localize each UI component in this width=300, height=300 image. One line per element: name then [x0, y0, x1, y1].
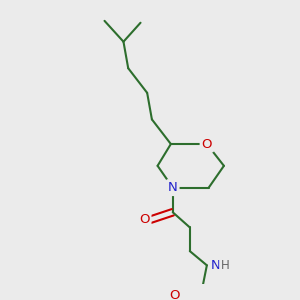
- Text: O: O: [169, 289, 180, 300]
- Text: H: H: [221, 259, 230, 272]
- Text: N: N: [168, 181, 178, 194]
- Text: O: O: [202, 137, 212, 151]
- Text: N: N: [211, 259, 220, 272]
- Text: O: O: [139, 213, 150, 226]
